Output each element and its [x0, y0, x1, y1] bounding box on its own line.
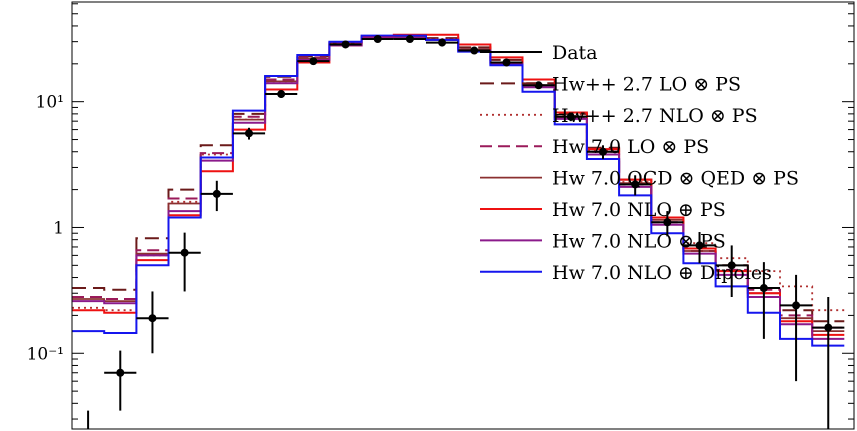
y-tick-label: 1 — [53, 218, 64, 238]
data-point — [104, 350, 137, 411]
data-point — [265, 90, 298, 99]
y-tick-label: 10¹ — [36, 93, 64, 113]
data-point — [458, 46, 491, 55]
data-point — [490, 58, 523, 67]
series-line-7 — [72, 34, 845, 347]
data-points-layer — [87, 34, 845, 429]
data-point — [812, 297, 845, 429]
data-point — [393, 34, 426, 43]
data-point — [522, 81, 555, 90]
legend-entry: Hw 7.0 NLO ⊗ PS — [480, 230, 726, 252]
data-point — [619, 175, 652, 196]
y-axis: 10⁻¹ 1 10¹ — [27, 3, 854, 420]
legend-label: Hw++ 2.7 LO ⊗ PS — [552, 73, 741, 95]
legend-entry: Hw 7.0 QCD ⊗ QED ⊗ PS — [480, 168, 799, 190]
legend-entry: Hw 7.0 NLO ⊕ PS — [480, 199, 726, 221]
data-point — [297, 57, 330, 66]
legend-entry: Hw++ 2.7 LO ⊗ PS — [480, 73, 741, 95]
legend-label: Hw 7.0 NLO ⊗ PS — [552, 230, 726, 252]
data-point — [779, 274, 813, 382]
legend-entry: Hw 7.0 NLO ⊕ Dipoles — [480, 262, 772, 284]
legend-entry: Hw 7.0 LO ⊗ PS — [480, 136, 709, 158]
legend-entry: Data — [480, 42, 598, 64]
data-point — [168, 232, 201, 292]
data-point — [747, 262, 780, 339]
data-point — [425, 38, 459, 47]
plot-frame — [71, 1, 855, 430]
legend-label: Hw 7.0 NLO ⊕ Dipoles — [552, 262, 772, 284]
legend-entry: Hw++ 2.7 NLO ⊗ PS — [480, 105, 758, 127]
data-point — [232, 127, 266, 140]
data-point — [87, 410, 90, 429]
legend-label: Data — [552, 42, 598, 64]
data-point — [329, 40, 362, 49]
data-point — [683, 232, 716, 264]
data-point — [586, 145, 620, 160]
legend-label: Hw++ 2.7 NLO ⊗ PS — [552, 105, 758, 127]
legend-label: Hw 7.0 QCD ⊗ QED ⊗ PS — [552, 168, 799, 190]
data-point — [651, 211, 684, 237]
legend-label: Hw 7.0 NLO ⊕ PS — [552, 199, 726, 221]
data-point — [715, 245, 748, 298]
data-point — [200, 180, 233, 212]
legend: Data Hw++ 2.7 LO ⊗ PS Hw++ 2.7 NLO ⊗ PS Hw … — [480, 42, 799, 284]
data-point — [554, 112, 587, 122]
data-point — [361, 34, 394, 43]
data-point — [136, 291, 169, 354]
legend-label: Hw 7.0 LO ⊗ PS — [552, 136, 709, 158]
y-tick-label: 10⁻¹ — [27, 344, 64, 364]
